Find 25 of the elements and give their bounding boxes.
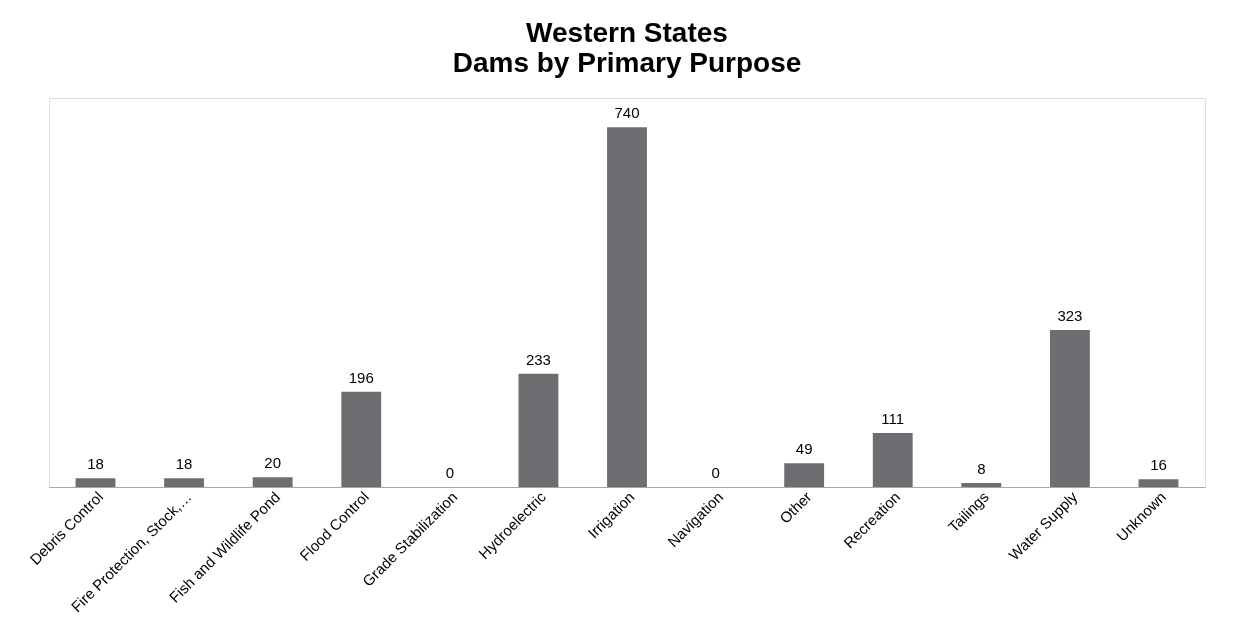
bar <box>341 391 382 487</box>
chart-title: Western States Dams by Primary Purpose <box>452 17 802 78</box>
data-label: 0 <box>445 464 455 481</box>
data-label: 196 <box>348 368 374 386</box>
data-label: 8 <box>977 460 986 478</box>
data-label: 0 <box>711 464 720 481</box>
data-label: 323 <box>1057 306 1083 324</box>
data-label: 49 <box>795 440 813 458</box>
data-label: 111 <box>881 410 905 428</box>
data-label: 20 <box>264 454 282 472</box>
bar <box>1049 329 1090 487</box>
bar <box>961 483 1002 487</box>
bar <box>252 477 293 487</box>
data-label: 233 <box>525 350 551 368</box>
bar <box>164 478 205 487</box>
data-label: 18 <box>175 455 193 473</box>
bar <box>784 463 825 487</box>
data-label: 18 <box>87 455 104 473</box>
bar <box>607 127 647 487</box>
bar <box>1138 479 1179 487</box>
bar <box>872 433 913 487</box>
data-label: 740 <box>614 104 640 122</box>
bar <box>518 373 559 487</box>
data-label: 16 <box>1150 456 1167 474</box>
bar <box>75 478 116 487</box>
